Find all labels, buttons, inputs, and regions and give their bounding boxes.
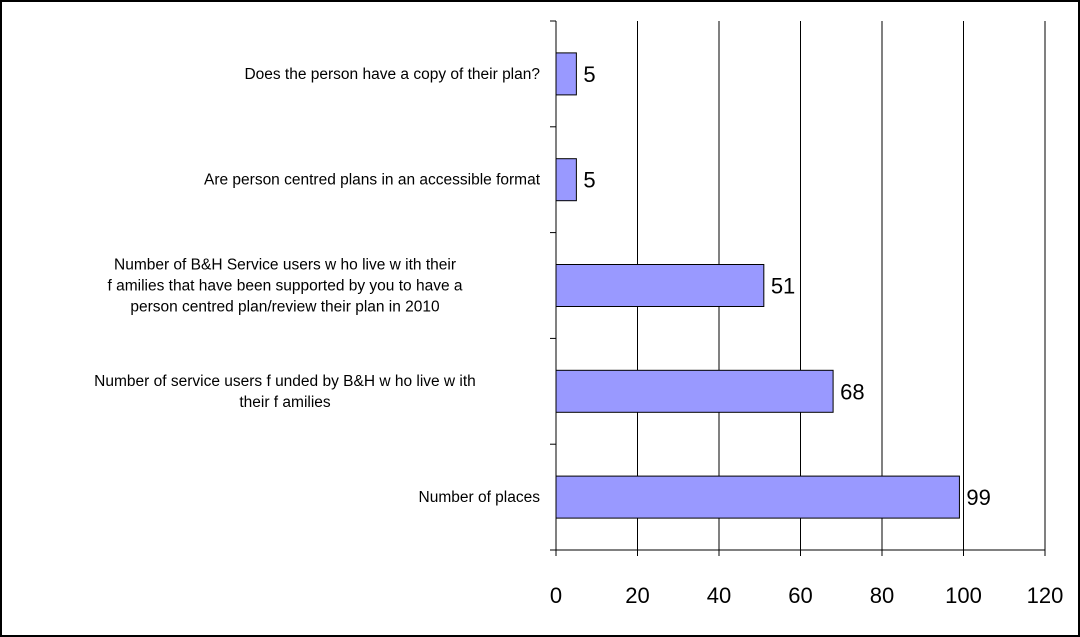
bar (555, 475, 960, 519)
data-label: 68 (840, 379, 864, 404)
axes (550, 20, 1046, 556)
data-label: 5 (583, 168, 595, 193)
category-label-line: Number of B&H Service users w ho live w … (114, 257, 456, 274)
x-tick-label: 20 (625, 583, 649, 608)
category-label-line: Does the person have a copy of their pla… (244, 66, 540, 83)
category-label-line: Number of places (419, 489, 541, 506)
category-label: Number of B&H Service users w ho live w … (107, 257, 462, 316)
labels: 0 20 40 60 80 100 120 5 Does the person have a c… (94, 62, 1063, 608)
data-label: 5 (583, 62, 595, 87)
bar (555, 158, 577, 202)
category-label: Number of places (419, 489, 541, 506)
x-tick-label: 100 (945, 583, 982, 608)
x-tick-label: 40 (707, 583, 731, 608)
category-label-line: Number of service users f unded by B&H w… (94, 373, 476, 390)
category-label-line: Are person centred plans in an accessibl… (204, 172, 541, 189)
x-tick-label: 0 (550, 583, 562, 608)
category-label-line: person centred plan/review their plan in… (130, 299, 440, 316)
bars (555, 52, 960, 519)
data-label: 51 (771, 274, 795, 299)
x-tick-label: 120 (1027, 583, 1064, 608)
data-label: 99 (966, 485, 990, 510)
category-label: Number of service users f unded by B&H w… (94, 373, 476, 411)
category-label: Does the person have a copy of their pla… (244, 66, 540, 83)
category-label-line: their f amilies (239, 394, 331, 411)
bar (555, 264, 765, 307)
bar (555, 52, 577, 96)
x-tick-label: 80 (870, 583, 894, 608)
category-label: Are person centred plans in an accessibl… (204, 172, 541, 189)
category-label-line: f amilies that have been supported by yo… (107, 278, 462, 295)
x-tick-label: 60 (788, 583, 812, 608)
bar (555, 369, 834, 413)
gridlines (637, 21, 1046, 550)
